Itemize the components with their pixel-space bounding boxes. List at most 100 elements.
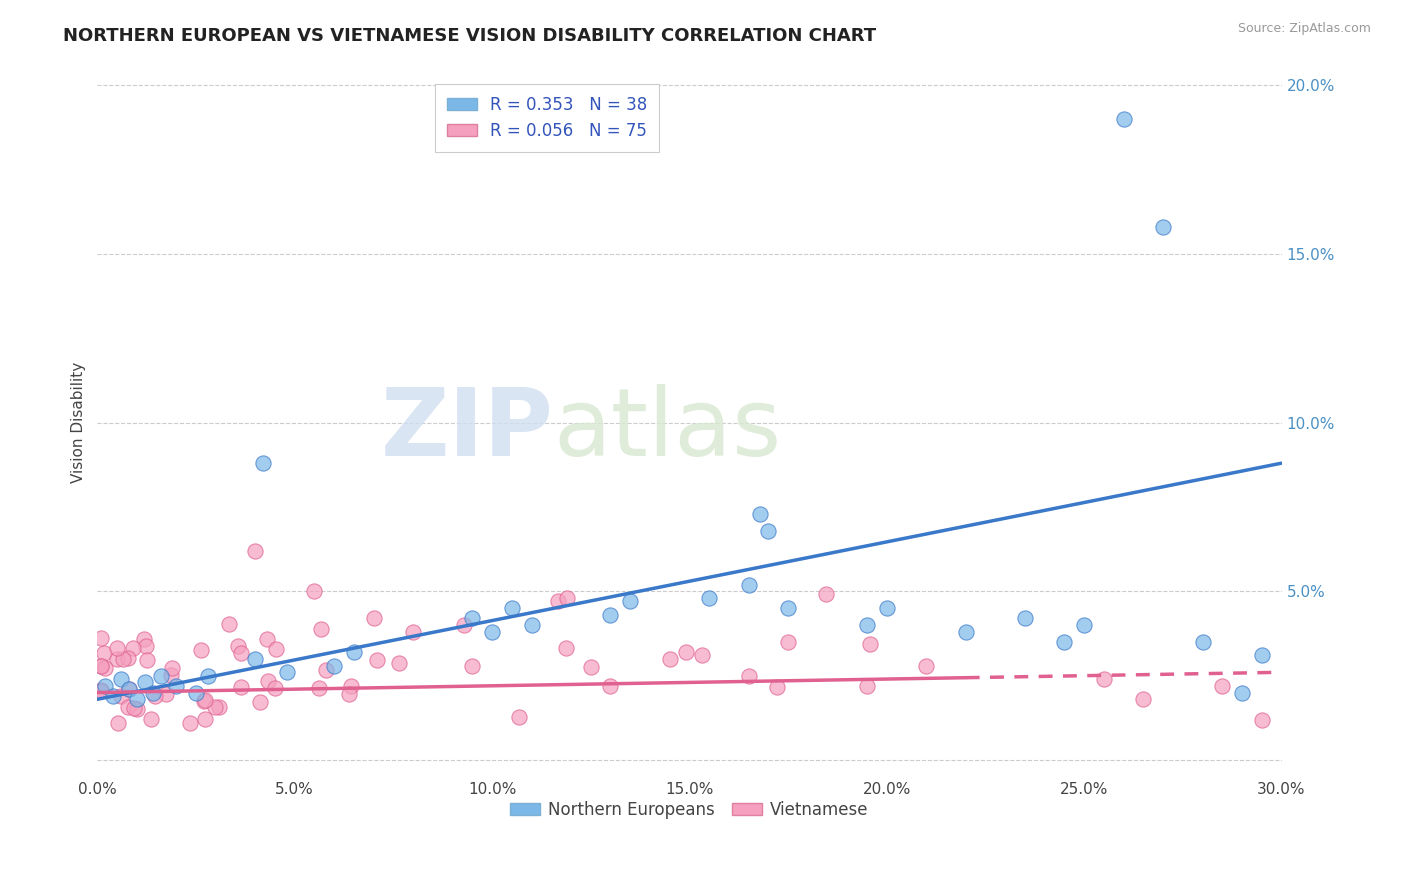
Point	[190, 643, 212, 657]
Point	[110, 689, 132, 703]
Point	[339, 679, 361, 693]
Point	[1073, 618, 1095, 632]
Text: Source: ZipAtlas.com: Source: ZipAtlas.com	[1237, 22, 1371, 36]
Point	[501, 601, 523, 615]
Point	[160, 661, 183, 675]
Point	[856, 618, 879, 632]
Point	[90, 684, 112, 698]
Point	[264, 642, 287, 657]
Point	[311, 622, 333, 636]
Point	[658, 652, 681, 666]
Point	[127, 701, 149, 715]
Point	[110, 672, 132, 686]
Point	[90, 682, 112, 697]
Point	[117, 700, 139, 714]
Point	[111, 651, 134, 665]
Legend: Northern Europeans, Vietnamese: Northern Europeans, Vietnamese	[503, 794, 876, 825]
Point	[155, 687, 177, 701]
Point	[915, 658, 938, 673]
Point	[697, 591, 720, 606]
Point	[184, 685, 207, 699]
Point	[1250, 648, 1272, 663]
Point	[257, 674, 280, 689]
Point	[245, 544, 267, 558]
Point	[1152, 220, 1174, 235]
Point	[508, 710, 530, 724]
Point	[366, 653, 388, 667]
Point	[778, 601, 800, 615]
Y-axis label: Vision Disability: Vision Disability	[72, 362, 86, 483]
Point	[136, 653, 159, 667]
Point	[118, 681, 141, 696]
Point	[218, 617, 240, 632]
Point	[1132, 692, 1154, 706]
Point	[859, 637, 882, 651]
Point	[141, 713, 163, 727]
Point	[252, 456, 274, 470]
Point	[107, 716, 129, 731]
Point	[323, 658, 346, 673]
Point	[1211, 679, 1233, 693]
Point	[388, 656, 411, 670]
Point	[194, 693, 217, 707]
Point	[599, 679, 621, 693]
Point	[229, 647, 252, 661]
Point	[461, 658, 484, 673]
Point	[955, 624, 977, 639]
Text: NORTHERN EUROPEAN VS VIETNAMESE VISION DISABILITY CORRELATION CHART: NORTHERN EUROPEAN VS VIETNAMESE VISION D…	[63, 27, 876, 45]
Point	[461, 611, 484, 625]
Point	[619, 594, 641, 608]
Point	[165, 679, 187, 693]
Point	[228, 640, 250, 654]
Point	[105, 641, 128, 656]
Point	[481, 624, 503, 639]
Point	[555, 641, 578, 656]
Point	[1112, 112, 1135, 127]
Point	[231, 680, 253, 694]
Point	[194, 713, 217, 727]
Point	[402, 624, 425, 639]
Point	[599, 607, 621, 622]
Point	[547, 594, 569, 608]
Point	[149, 668, 172, 682]
Point	[520, 618, 543, 632]
Point	[579, 660, 602, 674]
Point	[145, 689, 167, 703]
Point	[125, 692, 148, 706]
Point	[276, 665, 298, 680]
Point	[249, 695, 271, 709]
Point	[856, 679, 879, 693]
Point	[256, 632, 278, 647]
Point	[778, 635, 800, 649]
Point	[245, 652, 267, 666]
Point	[1191, 635, 1213, 649]
Point	[94, 679, 117, 693]
Point	[142, 685, 165, 699]
Point	[363, 611, 385, 625]
Point	[749, 507, 772, 521]
Point	[758, 524, 780, 538]
Point	[304, 584, 326, 599]
Point	[204, 700, 226, 714]
Point	[193, 694, 215, 708]
Point	[93, 646, 115, 660]
Point	[101, 689, 124, 703]
Point	[737, 577, 759, 591]
Point	[94, 661, 117, 675]
Point	[765, 680, 787, 694]
Point	[135, 639, 157, 653]
Point	[159, 668, 181, 682]
Point	[315, 663, 337, 677]
Point	[208, 700, 231, 714]
Point	[337, 688, 360, 702]
Point	[264, 681, 287, 695]
Point	[690, 648, 713, 662]
Point	[1250, 713, 1272, 727]
Point	[876, 601, 898, 615]
Point	[90, 659, 112, 673]
Point	[343, 645, 366, 659]
Point	[117, 651, 139, 665]
Point	[122, 640, 145, 655]
Point	[1014, 611, 1036, 625]
Point	[815, 587, 838, 601]
